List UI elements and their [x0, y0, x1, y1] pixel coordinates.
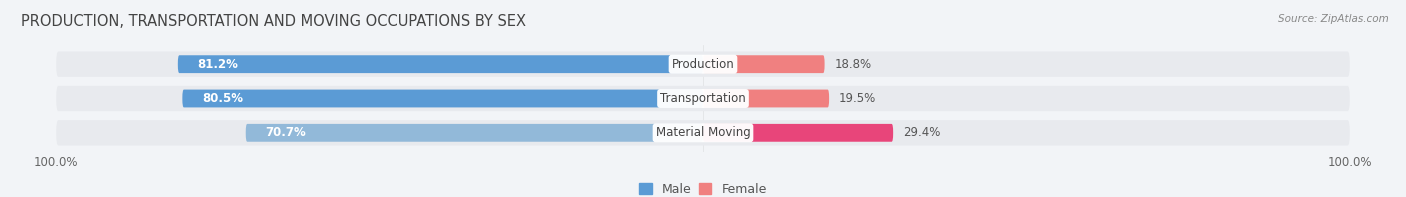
- FancyBboxPatch shape: [183, 90, 703, 107]
- FancyBboxPatch shape: [56, 51, 1350, 77]
- Text: 80.5%: 80.5%: [202, 92, 243, 105]
- FancyBboxPatch shape: [56, 120, 1350, 146]
- FancyBboxPatch shape: [703, 90, 830, 107]
- Text: 29.4%: 29.4%: [903, 126, 941, 139]
- Text: 70.7%: 70.7%: [266, 126, 307, 139]
- FancyBboxPatch shape: [246, 124, 703, 142]
- Text: 19.5%: 19.5%: [839, 92, 876, 105]
- FancyBboxPatch shape: [703, 55, 824, 73]
- Legend: Male, Female: Male, Female: [634, 178, 772, 197]
- Text: PRODUCTION, TRANSPORTATION AND MOVING OCCUPATIONS BY SEX: PRODUCTION, TRANSPORTATION AND MOVING OC…: [21, 14, 526, 29]
- Text: Transportation: Transportation: [661, 92, 745, 105]
- Text: 18.8%: 18.8%: [834, 58, 872, 71]
- Text: 81.2%: 81.2%: [197, 58, 238, 71]
- FancyBboxPatch shape: [177, 55, 703, 73]
- FancyBboxPatch shape: [56, 86, 1350, 111]
- Text: Source: ZipAtlas.com: Source: ZipAtlas.com: [1278, 14, 1389, 24]
- FancyBboxPatch shape: [703, 124, 893, 142]
- Text: Production: Production: [672, 58, 734, 71]
- Text: Material Moving: Material Moving: [655, 126, 751, 139]
